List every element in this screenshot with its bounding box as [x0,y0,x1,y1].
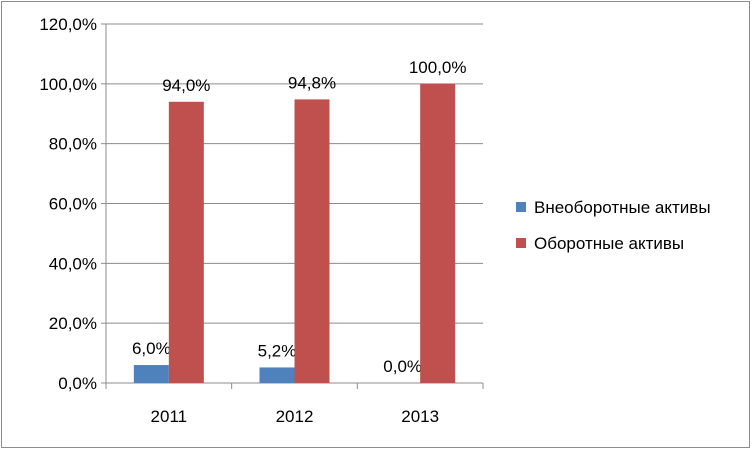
y-tick-label: 20,0% [49,314,97,333]
y-tick-label: 100,0% [39,75,97,94]
y-tick-label: 0,0% [58,374,97,393]
bar-current-assets [420,83,456,383]
bar-current-assets [168,101,204,384]
x-tick-label: 2013 [401,407,439,426]
data-label: 6,0% [132,339,171,358]
data-label: 100,0% [409,58,467,77]
legend-swatch [516,238,526,248]
y-tick-label: 40,0% [49,254,97,273]
data-label: 5,2% [258,341,297,360]
legend-label: Внеоборотные активы [534,198,711,217]
data-label: 94,8% [288,73,336,92]
x-tick-label: 2011 [151,407,188,426]
y-tick-label: 80,0% [49,135,97,154]
data-label: 94,0% [162,76,210,95]
bar-current-assets [294,99,330,383]
bar-non-current-assets [133,365,169,383]
y-tick-label: 60,0% [49,195,97,214]
bar-non-current-assets [259,367,295,383]
legend-label: Оборотные активы [534,234,684,253]
legend-swatch [516,202,526,212]
data-label: 0,0% [383,357,422,376]
y-tick-label: 120,0% [39,15,97,34]
x-tick-label: 2012 [276,407,314,426]
